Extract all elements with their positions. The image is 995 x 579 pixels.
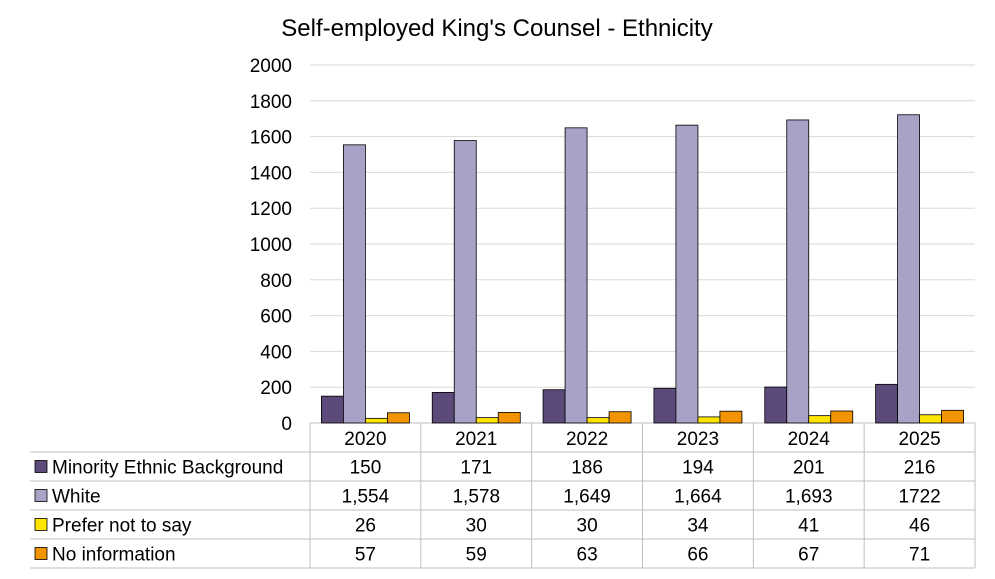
y-tick-label: 1000 (250, 235, 292, 256)
x-category-label: 2023 (677, 429, 719, 450)
chart-title: Self-employed King's Counsel - Ethnicity (281, 15, 712, 42)
bar-no-information-2025 (941, 409, 964, 424)
bar-white-2025 (897, 114, 920, 424)
data-label-white: 1,578 (452, 487, 500, 508)
data-label-minority-ethnic-background: 201 (793, 458, 825, 479)
x-category-label: 2021 (455, 429, 497, 450)
bar-no-information-2023 (719, 410, 743, 424)
y-tick-label: 200 (260, 378, 292, 399)
x-category-label: 2025 (898, 429, 940, 450)
bar-no-information-2022 (608, 411, 632, 424)
bar-white-2021 (453, 140, 477, 424)
data-label-minority-ethnic-background: 194 (682, 458, 714, 479)
bars (321, 114, 964, 424)
bar-minority-ethnic-background-2025 (875, 383, 898, 424)
legend-swatch-minority-ethnic-background (34, 460, 48, 473)
legend-swatch-no-information (34, 547, 48, 560)
data-label-prefer-not-to-say: 26 (355, 516, 376, 537)
data-label-no-information: 67 (798, 545, 819, 566)
legend-label-prefer-not-to-say: Prefer not to say (52, 516, 192, 537)
bar-minority-ethnic-background-2023 (653, 387, 677, 424)
bar-minority-ethnic-background-2021 (431, 391, 455, 424)
legend-label-white: White (52, 487, 101, 508)
y-tick-label: 1600 (250, 128, 292, 149)
legend-label-minority-ethnic-background: Minority Ethnic Background (52, 458, 283, 479)
bar-white-2023 (675, 124, 699, 424)
bar-no-information-2020 (387, 412, 410, 424)
bar-no-information-2024 (830, 410, 854, 424)
x-category-label: 2022 (566, 429, 608, 450)
data-label-prefer-not-to-say: 41 (798, 516, 819, 537)
bar-prefer-not-to-say-2022 (586, 417, 610, 424)
bar-white-2020 (343, 144, 366, 424)
y-tick-label: 600 (260, 307, 292, 328)
data-label-no-information: 66 (687, 545, 708, 566)
data-label-prefer-not-to-say: 46 (909, 516, 930, 537)
bar-minority-ethnic-background-2020 (321, 395, 344, 424)
data-label-white: 1,693 (785, 487, 833, 508)
bar-white-2022 (564, 127, 588, 424)
y-tick-label: 1200 (250, 199, 292, 220)
bar-prefer-not-to-say-2024 (808, 415, 832, 424)
bar-minority-ethnic-background-2022 (542, 389, 566, 424)
x-category-label: 2020 (344, 429, 386, 450)
y-tick-label: 400 (260, 342, 292, 363)
legend-swatch-prefer-not-to-say (34, 518, 48, 531)
data-label-minority-ethnic-background: 216 (904, 458, 936, 479)
legend-swatch-white (34, 489, 48, 502)
data-label-no-information: 71 (909, 545, 930, 566)
y-tick-label: 2000 (250, 56, 292, 77)
bar-prefer-not-to-say-2021 (475, 417, 499, 424)
bar-prefer-not-to-say-2023 (697, 416, 721, 424)
bar-no-information-2021 (497, 412, 521, 424)
data-label-no-information: 57 (355, 545, 376, 566)
data-label-minority-ethnic-background: 171 (460, 458, 492, 479)
bar-white-2024 (786, 119, 810, 424)
data-label-no-information: 59 (466, 545, 487, 566)
y-axis: 0 200 400 600 800 1000 1200 1400 1600 1800 2000 (250, 56, 292, 435)
data-label-prefer-not-to-say: 30 (577, 516, 598, 537)
bar-prefer-not-to-say-2020 (365, 417, 388, 424)
data-table: 2020 2021 2022 2023 2024 2025 Minority Ethnic … (30, 423, 976, 569)
x-category-label: 2024 (788, 429, 831, 450)
data-label-white: 1722 (898, 487, 940, 508)
y-tick-label: 800 (260, 271, 292, 292)
bar-minority-ethnic-background-2024 (764, 386, 788, 424)
gridlines (310, 64, 975, 424)
data-label-white: 1,649 (563, 487, 611, 508)
y-tick-label: 1800 (250, 92, 292, 113)
legend-label-no-information: No information (52, 545, 176, 566)
data-label-prefer-not-to-say: 30 (466, 516, 487, 537)
bar-prefer-not-to-say-2025 (919, 414, 942, 424)
data-label-minority-ethnic-background: 186 (571, 458, 603, 479)
data-label-minority-ethnic-background: 150 (350, 458, 382, 479)
data-label-prefer-not-to-say: 34 (687, 516, 709, 537)
y-tick-label: 0 (281, 414, 292, 435)
y-tick-label: 1400 (250, 163, 292, 184)
data-label-white: 1,664 (674, 487, 722, 508)
data-label-no-information: 63 (577, 545, 598, 566)
data-label-white: 1,554 (342, 487, 390, 508)
